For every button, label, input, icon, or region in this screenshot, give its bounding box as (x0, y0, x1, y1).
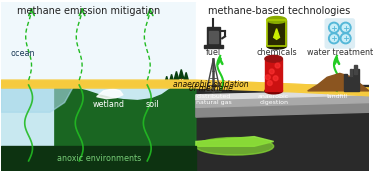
Polygon shape (196, 103, 369, 117)
Bar (2, 85, 196, 171)
Circle shape (273, 76, 278, 81)
Text: anaerobic
digestion: anaerobic digestion (258, 94, 289, 105)
Polygon shape (97, 89, 123, 99)
Polygon shape (174, 71, 179, 80)
FancyBboxPatch shape (325, 19, 355, 48)
Text: wetland: wetland (92, 100, 124, 109)
Polygon shape (2, 80, 369, 96)
Polygon shape (274, 29, 279, 39)
Text: ocean: ocean (11, 49, 35, 58)
Bar (2, 2, 196, 85)
Circle shape (269, 69, 274, 74)
Bar (267, 20, 286, 46)
Circle shape (328, 22, 339, 33)
Text: of methane: of methane (189, 84, 232, 93)
Polygon shape (179, 70, 184, 78)
Ellipse shape (267, 16, 286, 23)
Ellipse shape (196, 138, 274, 155)
Polygon shape (164, 76, 169, 85)
Text: distributed
natural gas: distributed natural gas (195, 94, 231, 105)
Circle shape (267, 81, 272, 85)
Circle shape (342, 35, 349, 42)
Circle shape (265, 75, 270, 80)
Text: landfill: landfill (326, 94, 347, 99)
Polygon shape (55, 81, 196, 171)
Polygon shape (169, 74, 174, 83)
Text: anaerobic oxidation: anaerobic oxidation (173, 80, 248, 89)
Text: chemicals: chemicals (256, 48, 297, 57)
Text: methane emission mitigation: methane emission mitigation (17, 6, 161, 16)
Polygon shape (2, 85, 74, 112)
Circle shape (340, 33, 351, 44)
Ellipse shape (265, 55, 282, 62)
Circle shape (331, 35, 338, 42)
Circle shape (340, 22, 351, 33)
Circle shape (275, 63, 280, 68)
Bar (204, 45, 223, 48)
Circle shape (328, 33, 339, 44)
Bar (2, 146, 196, 171)
Polygon shape (196, 95, 369, 107)
Polygon shape (308, 73, 369, 91)
Polygon shape (344, 70, 359, 91)
Bar (265, 59, 282, 91)
Polygon shape (196, 136, 274, 146)
Bar (206, 27, 220, 46)
Text: soil: soil (145, 100, 159, 109)
Ellipse shape (267, 43, 286, 49)
Circle shape (331, 24, 338, 31)
Bar (355, 65, 357, 74)
Circle shape (342, 24, 349, 31)
Polygon shape (184, 72, 189, 81)
Text: fuel: fuel (206, 48, 221, 57)
Polygon shape (196, 91, 369, 100)
Bar (350, 69, 352, 76)
Text: water treatment: water treatment (307, 48, 373, 57)
Polygon shape (2, 80, 369, 96)
Text: methane-based technologies: methane-based technologies (208, 6, 351, 16)
Text: anoxic environments: anoxic environments (56, 154, 141, 163)
Bar (196, 85, 369, 171)
Bar (196, 2, 369, 85)
Ellipse shape (265, 88, 282, 94)
Bar (267, 20, 286, 46)
Bar (209, 31, 218, 43)
